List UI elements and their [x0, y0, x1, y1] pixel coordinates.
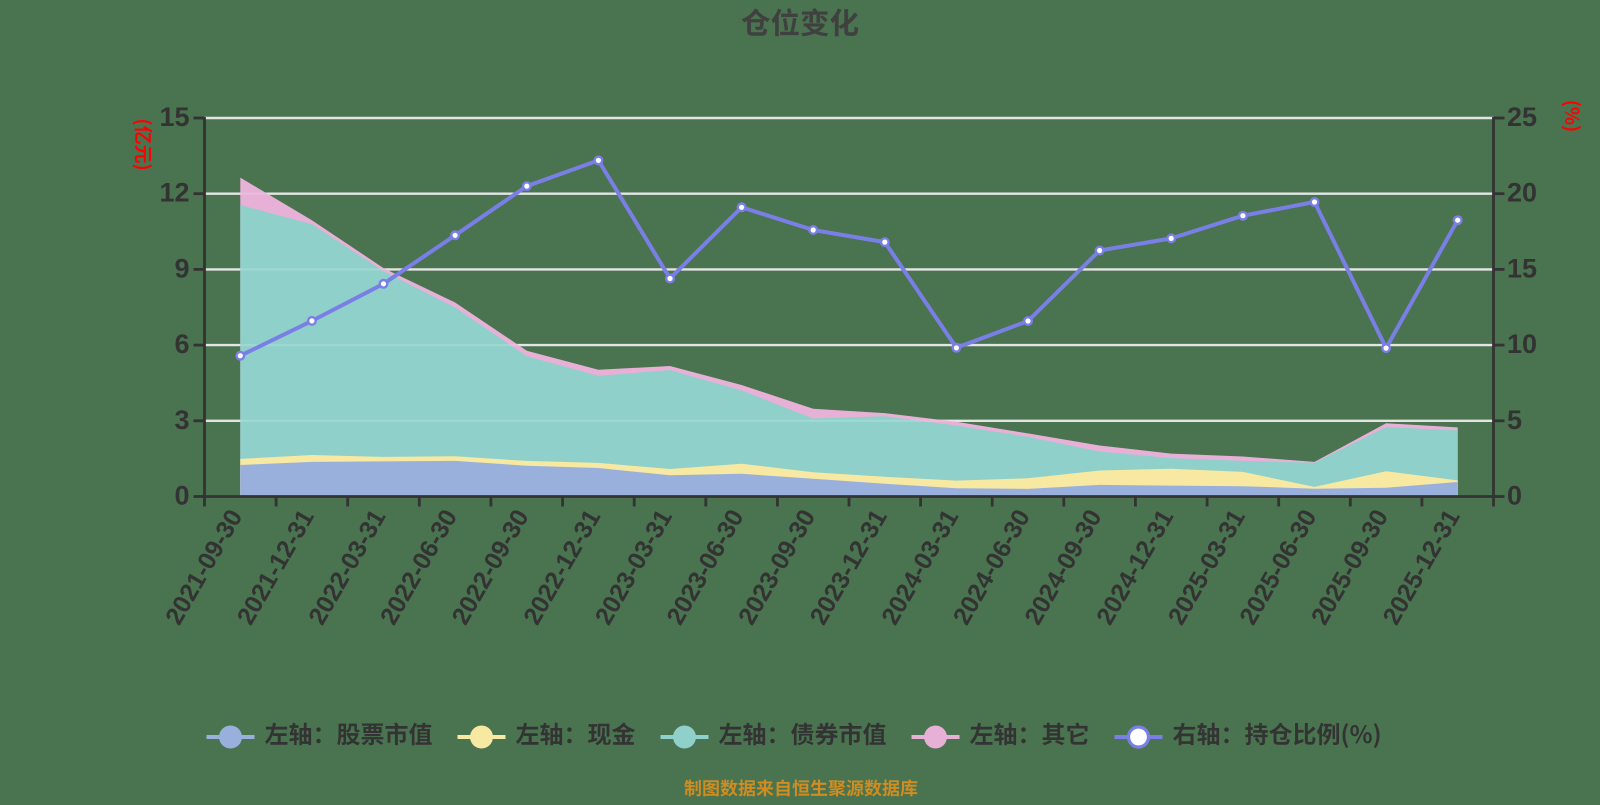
svg-text:15: 15: [159, 102, 189, 132]
svg-text:6: 6: [174, 329, 189, 359]
svg-text:3: 3: [174, 405, 189, 435]
svg-text:10: 10: [1507, 329, 1537, 359]
svg-text:20: 20: [1507, 178, 1537, 208]
svg-text:12: 12: [159, 178, 189, 208]
svg-text:25: 25: [1507, 102, 1537, 132]
svg-text:0: 0: [174, 481, 189, 511]
svg-text:9: 9: [174, 253, 189, 283]
svg-text:5: 5: [1507, 405, 1522, 435]
svg-text:15: 15: [1507, 253, 1537, 283]
svg-text:0: 0: [1507, 481, 1522, 511]
